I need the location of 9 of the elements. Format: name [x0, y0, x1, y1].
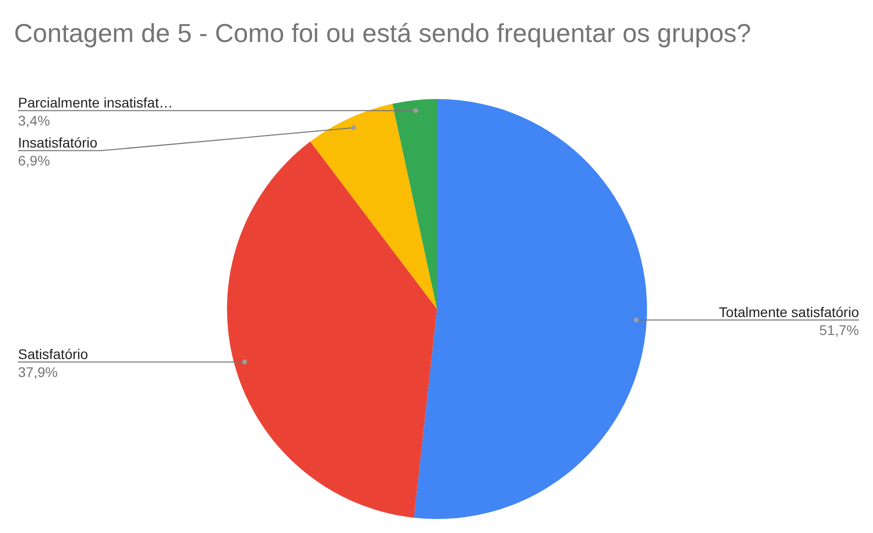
- data-label: 51,7%: [819, 322, 859, 338]
- slice-label: Insatisfatório: [18, 134, 98, 151]
- slice-label: Parcialmente insatisfat…: [18, 94, 173, 111]
- data-label: 6,9%: [18, 152, 50, 169]
- slice-label: Totalmente satisfatório: [718, 304, 860, 320]
- chart-title: Contagem de 5 - Como foi ou está sendo frequentar os grupos?: [14, 18, 752, 48]
- data-label: 3,4%: [18, 112, 50, 129]
- data-label: 37,9%: [18, 364, 58, 380]
- slice-label: Satisfatório: [18, 346, 88, 362]
